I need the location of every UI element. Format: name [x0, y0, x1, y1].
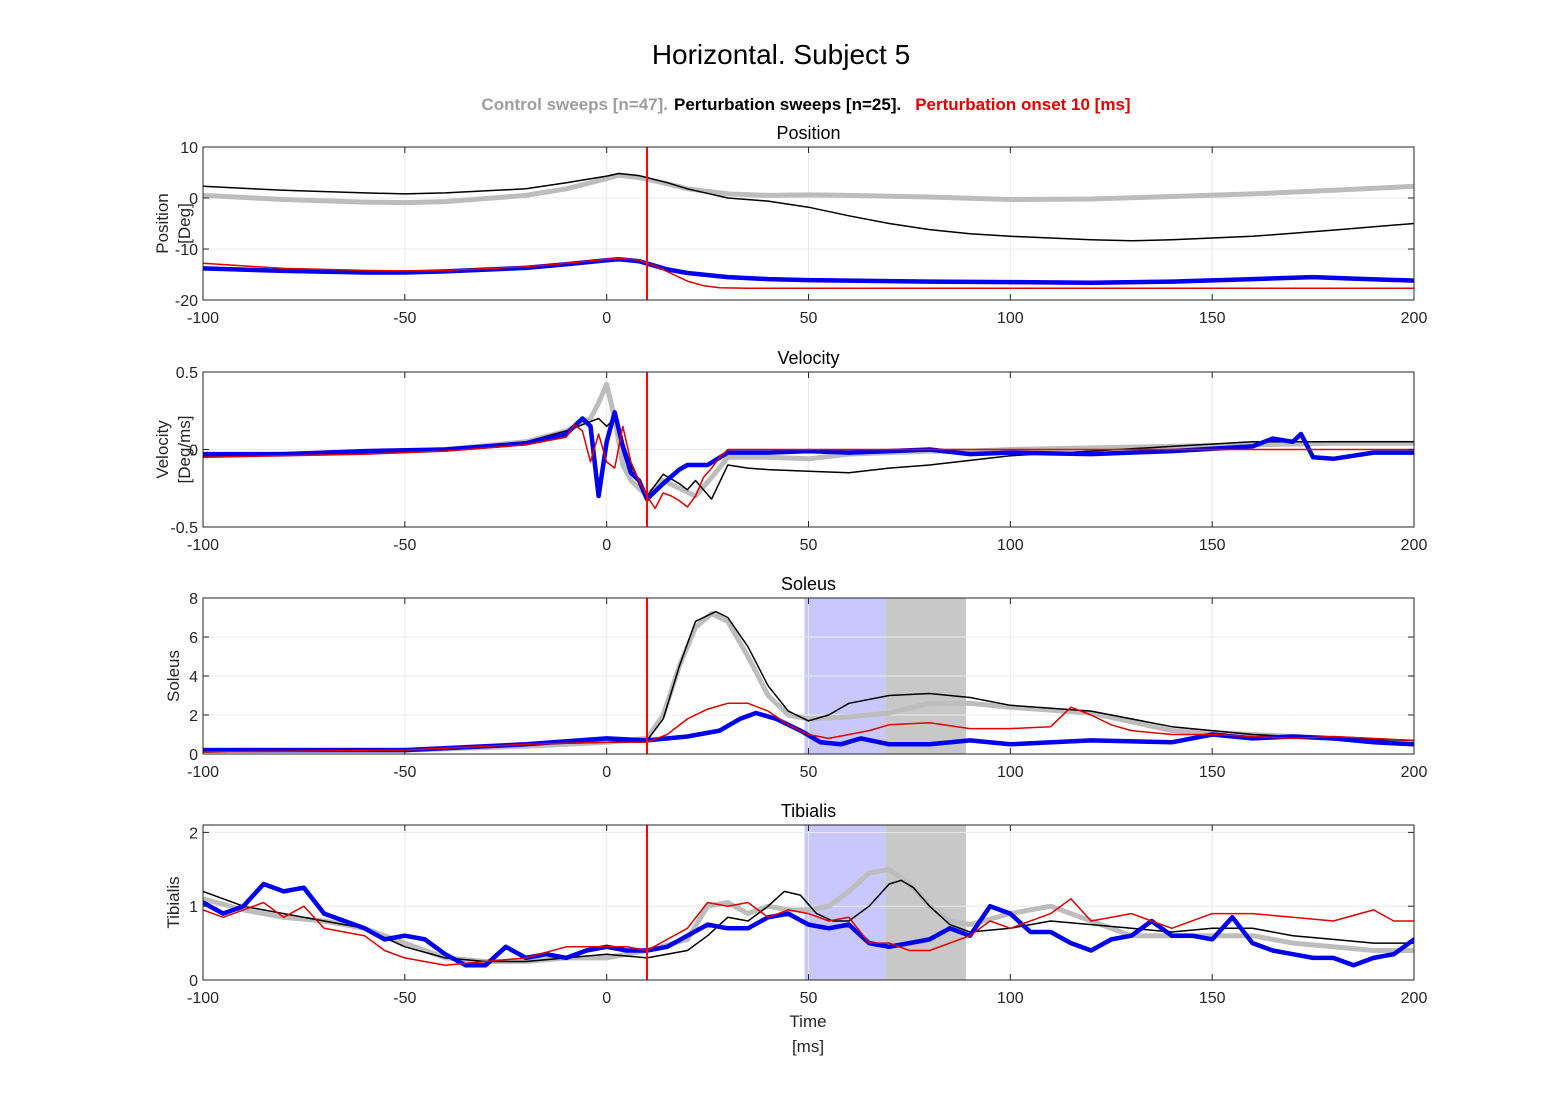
tibialis-title: Tibialis	[781, 801, 836, 821]
soleus-xtick-label-2: 0	[602, 764, 611, 781]
velocity-series-red	[203, 423, 1414, 510]
tibialis-ylabel-0: Tibialis	[164, 876, 183, 928]
position-series-blue	[203, 256, 1414, 285]
position-xtick-label-6: 200	[1401, 310, 1428, 327]
soleus-xtick-label-3: 50	[800, 764, 818, 781]
soleus-ytick-label-0: 0	[189, 747, 198, 764]
position-xtick-label-4: 100	[997, 310, 1024, 327]
position-panel: -100 -50 0 50 100 150 200-20-10010PositionPosi…	[153, 123, 1427, 327]
velocity-series-group	[203, 381, 1414, 510]
tibialis-ytick-label-0: 0	[189, 973, 198, 990]
tibialis-ytick-label-2: 2	[189, 825, 198, 842]
soleus-xtick-label-4: 100	[997, 764, 1024, 781]
soleus-xtick-label-0: -100	[187, 764, 219, 781]
tibialis-series-perturbation	[203, 879, 1414, 963]
subtitle-onset: Perturbation onset 10 [ms]	[915, 95, 1130, 114]
velocity-panel: -100 -50 0 50 100 150 200 -0.5 0 0.5 Velocity Veloc…	[153, 348, 1427, 554]
position-xtick-label-2: 0	[602, 310, 611, 327]
tibialis-panel: -100 -50 0 50 100 150 200 0 1 2 Tibialis Tibialis	[164, 801, 1427, 1007]
velocity-xtick-label-6: 200	[1401, 537, 1428, 554]
velocity-xtick-label-0: -100	[187, 537, 219, 554]
soleus-xtick-label-5: 150	[1199, 764, 1226, 781]
figure-subtitle: Control sweeps [n=47]. Perturbation sweep…	[481, 95, 1130, 114]
tibialis-xtick-label-0: -100	[187, 990, 219, 1007]
position-xtick-label-0: -100	[187, 310, 219, 327]
velocity-xtick-label-3: 50	[800, 537, 818, 554]
tibialis-series-red	[203, 898, 1414, 966]
soleus-ytick-label-4: 8	[189, 591, 198, 608]
x-axis-unit: [ms]	[792, 1037, 824, 1056]
soleus-xtick-label-1: -50	[393, 764, 416, 781]
velocity-ytick-label-0: -0.5	[170, 520, 198, 537]
velocity-ytick-label-1: 0	[189, 443, 198, 460]
velocity-title: Velocity	[777, 348, 839, 368]
velocity-series-blue	[203, 410, 1414, 502]
soleus-title: Soleus	[781, 574, 836, 594]
soleus-ytick-label-2: 4	[189, 669, 198, 686]
velocity-ylabel-1: [Deg/ms]	[175, 415, 194, 483]
tibialis-xtick-label-4: 100	[997, 990, 1024, 1007]
soleus-ytick-label-3: 6	[189, 630, 198, 647]
position-ylabel-1: [Deg]	[175, 203, 194, 244]
velocity-xtick-label-2: 0	[602, 537, 611, 554]
x-axis-label: Time	[789, 1012, 826, 1031]
position-ytick-label-2: 0	[189, 191, 198, 208]
velocity-ylabel-0: Velocity	[153, 420, 172, 479]
subtitle-perturbation: Perturbation sweeps [n=25].	[674, 95, 901, 114]
tibialis-ytick-label-1: 1	[189, 899, 198, 916]
tibialis-xtick-label-5: 150	[1199, 990, 1226, 1007]
velocity-xtick-label-1: -50	[393, 537, 416, 554]
position-title: Position	[776, 123, 840, 143]
soleus-ytick-label-1: 2	[189, 708, 198, 725]
tibialis-xtick-label-3: 50	[800, 990, 818, 1007]
soleus-series-red	[203, 702, 1414, 753]
position-ytick-label-0: -20	[175, 293, 198, 310]
velocity-ytick-label-2: 0.5	[176, 365, 198, 382]
subtitle-control: Control sweeps [n=47].	[481, 95, 668, 114]
figure-title: Horizontal. Subject 5	[652, 39, 910, 70]
tibialis-xtick-label-6: 200	[1401, 990, 1428, 1007]
soleus-xtick-label-6: 200	[1401, 764, 1428, 781]
position-series-perturbation	[203, 172, 1414, 242]
tibialis-series-blue	[203, 881, 1414, 968]
position-ytick-label-1: -10	[175, 242, 198, 259]
soleus-panel: -100 -50 0 50 100 150 200 0 2 4 6 8 Soleus Soleus	[164, 574, 1427, 781]
tibialis-xtick-label-2: 0	[602, 990, 611, 1007]
tibialis-xtick-label-1: -50	[393, 990, 416, 1007]
position-ytick-label-3: 10	[180, 140, 198, 157]
position-ylabel-0: Position	[153, 193, 172, 253]
position-xtick-label-5: 150	[1199, 310, 1226, 327]
tibialis-series-group	[203, 866, 1414, 968]
soleus-series-group	[203, 610, 1414, 753]
position-xtick-label-1: -50	[393, 310, 416, 327]
soleus-ylabel-0: Soleus	[164, 650, 183, 702]
velocity-xtick-label-4: 100	[997, 537, 1024, 554]
position-xtick-label-3: 50	[800, 310, 818, 327]
velocity-xtick-label-5: 150	[1199, 537, 1226, 554]
